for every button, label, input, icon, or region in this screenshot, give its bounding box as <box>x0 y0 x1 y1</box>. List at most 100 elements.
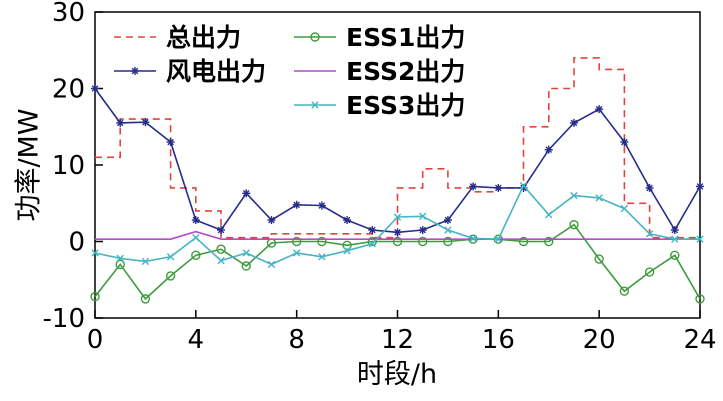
x-marker <box>419 212 427 220</box>
x-marker <box>242 249 250 257</box>
circle-marker <box>317 236 327 247</box>
x-marker <box>166 253 175 261</box>
asterisk-marker <box>469 182 478 191</box>
legend-item-ess1-output: ESS1出力 <box>292 20 465 54</box>
asterisk-marker <box>343 216 352 225</box>
circle-marker <box>367 236 377 247</box>
asterisk-marker <box>544 145 553 154</box>
asterisk-marker <box>443 216 452 225</box>
legend-label: ESS3出力 <box>346 90 466 120</box>
legend-line-sample <box>114 67 156 75</box>
circle-marker <box>165 271 176 281</box>
x-marker <box>444 226 452 234</box>
circle-marker <box>140 294 151 304</box>
x-marker <box>91 249 99 257</box>
circle-marker <box>695 294 705 304</box>
x-tick-label: 24 <box>683 325 716 355</box>
circle-marker <box>342 240 352 251</box>
legend-column: ESS1出力 ESS2出力 ESS3出力 <box>292 20 465 122</box>
x-marker <box>469 234 477 243</box>
circle-marker <box>443 236 453 247</box>
asterisk-marker <box>418 226 427 235</box>
asterisk-marker <box>267 216 276 225</box>
asterisk-marker <box>569 118 578 127</box>
x-marker <box>292 249 301 257</box>
x-marker <box>318 253 326 261</box>
x-tick-label: 16 <box>482 325 515 355</box>
circle-marker <box>90 291 100 302</box>
legend-item-total-output: 总出力 <box>112 20 266 54</box>
legend-item-ess3-output: ESS3出力 <box>292 88 465 122</box>
circle-marker <box>544 236 554 247</box>
x-marker <box>393 213 402 221</box>
asterisk-marker <box>494 183 503 192</box>
x-marker <box>311 101 319 109</box>
asterisk-marker <box>166 138 175 147</box>
circle-marker <box>241 261 251 271</box>
y-tick-label: 30 <box>52 0 85 28</box>
x-marker <box>217 256 225 265</box>
circle-marker <box>191 250 201 260</box>
asterisk-marker <box>317 201 326 210</box>
legend-label: 风电出力 <box>166 56 267 86</box>
asterisk-marker <box>292 200 301 209</box>
x-marker <box>620 204 629 213</box>
y-axis-label: 功率/MW <box>13 108 45 222</box>
x-tick-label: 4 <box>188 325 205 355</box>
asterisk-marker <box>141 118 150 127</box>
y-tick-label: 0 <box>68 228 85 258</box>
legend-item-ess2-output: ESS2出力 <box>292 54 465 88</box>
x-marker <box>545 211 553 219</box>
x-marker <box>671 235 679 243</box>
circle-marker <box>291 236 302 247</box>
x-marker <box>192 233 200 242</box>
legend-line-sample <box>294 70 337 72</box>
x-marker <box>519 181 528 190</box>
x-marker <box>494 235 503 243</box>
x-marker <box>267 260 276 269</box>
series-line-ess1-output <box>94 223 701 301</box>
x-marker <box>595 194 603 202</box>
y-tick-label: 20 <box>52 75 85 105</box>
x-marker <box>570 191 578 200</box>
circle-marker <box>594 254 604 264</box>
circle-marker <box>115 259 125 270</box>
asterisk-marker <box>368 226 377 235</box>
legend-column: 总出力 风电出力 <box>112 20 266 122</box>
asterisk-marker <box>131 67 139 75</box>
circle-marker <box>569 219 579 230</box>
circle-marker <box>644 267 655 277</box>
asterisk-marker <box>595 105 604 114</box>
circle-marker <box>670 250 680 260</box>
asterisk-marker <box>670 226 679 235</box>
x-tick-label: 12 <box>381 325 414 355</box>
circle-marker <box>518 236 529 247</box>
chart-legend: 总出力风电出力 ESS1出力 ESS2出力 ESS3出力 <box>112 20 465 122</box>
legend-item-wind-output: 风电出力 <box>112 54 266 88</box>
circle-marker <box>619 286 630 296</box>
asterisk-marker <box>696 182 704 191</box>
asterisk-marker <box>393 228 402 237</box>
legend-label: ESS1出力 <box>346 22 466 52</box>
x-axis-label: 时段/h <box>356 359 438 390</box>
legend-label: 总出力 <box>166 22 242 52</box>
x-tick-label: 0 <box>87 325 104 355</box>
y-tick-label: -10 <box>43 304 85 334</box>
x-tick-label: 20 <box>583 325 616 355</box>
legend-label: ESS2出力 <box>346 56 466 86</box>
circle-marker <box>418 236 428 247</box>
circle-marker <box>392 236 403 247</box>
x-tick-label: 8 <box>288 325 305 355</box>
asterisk-marker <box>91 84 99 93</box>
x-marker <box>141 257 150 266</box>
x-marker <box>645 230 654 238</box>
circle-marker <box>216 244 226 254</box>
y-tick-label: 10 <box>52 151 85 181</box>
legend-line-sample <box>294 101 337 109</box>
legend-line-sample <box>114 36 156 38</box>
x-marker <box>116 254 124 263</box>
legend-line-sample <box>294 32 337 42</box>
x-marker <box>343 246 351 255</box>
